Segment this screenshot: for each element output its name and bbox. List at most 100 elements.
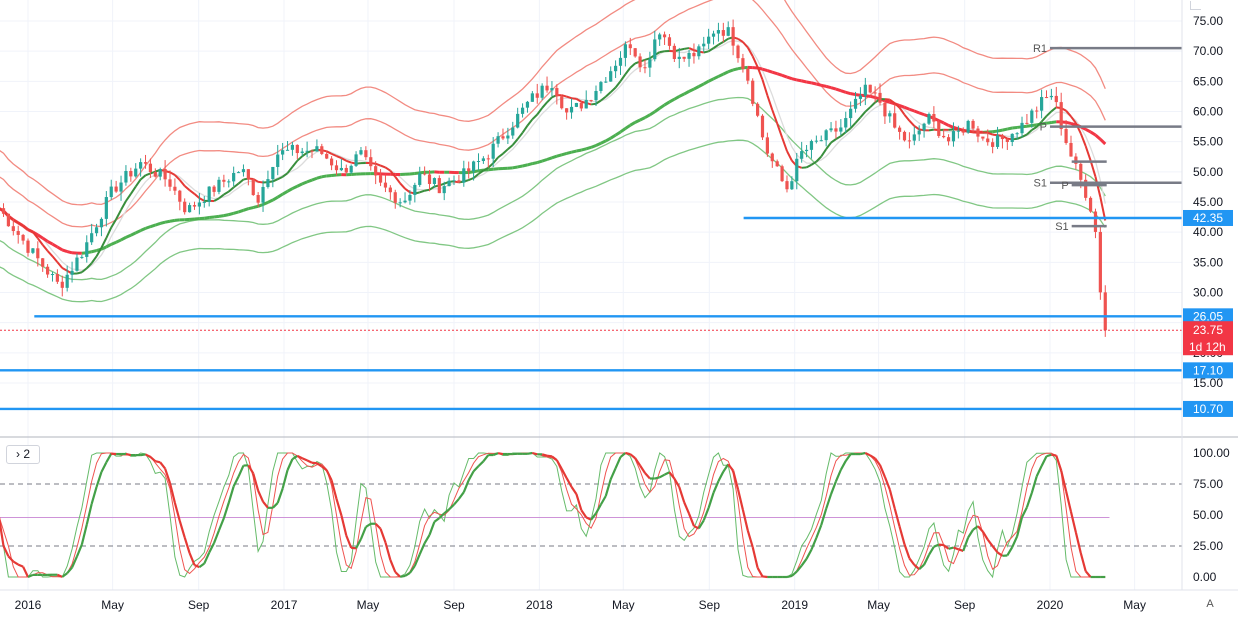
long-ma-segment: [253, 206, 258, 207]
candle-body: [506, 136, 509, 139]
candle-body: [624, 44, 627, 58]
oscillator-signal-segment: [949, 548, 954, 549]
short-ma-segment: [1047, 111, 1052, 116]
short-ma-segment: [13, 220, 18, 223]
candle-body: [345, 168, 348, 173]
short-ma-segment: [52, 256, 57, 262]
candle-body: [7, 214, 10, 226]
price-tick-label: 30.00: [1193, 286, 1223, 300]
candle-body: [56, 274, 59, 282]
long-ma-segment: [1051, 122, 1056, 123]
candle-body: [413, 185, 416, 195]
long-ma-segment: [43, 238, 48, 241]
long-ma-segment: [562, 153, 567, 154]
oscillator-signal-segment: [807, 550, 812, 559]
candle-body: [296, 145, 299, 153]
long-ma-segment: [909, 109, 914, 111]
candle-body: [648, 59, 651, 67]
candle-body: [110, 187, 113, 197]
long-ma-segment: [224, 215, 229, 216]
candle-body: [859, 96, 862, 99]
candle-body: [878, 93, 881, 103]
long-ma-segment: [674, 96, 679, 99]
oscillator-signal-segment: [444, 509, 449, 513]
candle-body: [849, 109, 852, 118]
long-ma-segment: [537, 161, 542, 163]
candle-body: [389, 188, 392, 193]
oscillator-signal-segment: [263, 502, 268, 508]
short-ma-segment: [199, 198, 204, 201]
candle-body: [232, 173, 235, 181]
pane-toggle-button[interactable]: › 2: [6, 445, 40, 464]
candle-body: [565, 108, 568, 112]
long-ma-segment: [645, 115, 650, 118]
long-ma-segment: [625, 125, 630, 128]
oscillator-signal-segment: [606, 479, 611, 496]
candle-body: [580, 103, 583, 108]
long-ma-segment: [307, 180, 312, 182]
long-ma-segment: [620, 128, 625, 131]
candle-body: [541, 86, 544, 98]
oscillator-signal-segment: [665, 472, 670, 474]
candle-body: [967, 121, 970, 133]
oscillator-signal-segment: [870, 455, 875, 458]
oscillator-signal-segment: [425, 535, 430, 543]
candle-body: [727, 27, 730, 36]
candle-body: [193, 205, 196, 206]
candle-body: [144, 162, 147, 164]
candle-body: [692, 53, 695, 56]
candle-body: [785, 181, 788, 189]
long-ma-segment: [816, 84, 821, 85]
short-ma-segment: [841, 132, 846, 136]
candle-body: [834, 128, 837, 131]
pivot-label: R1: [1033, 43, 1047, 55]
settings-corner-button[interactable]: [1190, 1, 1201, 10]
oscillator-signal-segment: [660, 475, 665, 478]
short-ma-segment: [679, 49, 684, 50]
candle-body: [1055, 96, 1058, 102]
candle-body: [844, 118, 847, 127]
oscillator-signal-segment: [762, 576, 767, 577]
oscillator-signal-segment: [28, 575, 33, 577]
candle-body: [320, 146, 323, 154]
candle-body: [119, 183, 122, 192]
candle-body: [281, 150, 284, 154]
candle-body: [702, 44, 705, 47]
oscillator-signal-segment: [18, 565, 23, 567]
oscillator-signal-segment: [278, 489, 283, 503]
long-ma-segment: [1086, 129, 1091, 132]
candle-body: [986, 139, 989, 143]
long-ma-segment: [993, 131, 998, 132]
long-ma-segment: [57, 247, 62, 250]
candle-body: [800, 151, 803, 159]
long-ma-segment: [694, 86, 699, 89]
long-ma-segment: [302, 182, 307, 184]
oscillator-signal-segment: [146, 454, 151, 457]
long-ma-segment: [1007, 128, 1012, 129]
short-ma-segment: [591, 104, 596, 105]
long-ma-segment: [322, 176, 327, 177]
candle-body: [1064, 129, 1067, 143]
candle-body: [457, 180, 460, 182]
candle-body: [403, 201, 406, 203]
candle-body: [183, 202, 186, 212]
oscillator-signal-segment: [743, 510, 748, 531]
candle-body: [31, 248, 34, 253]
oscillator-signal-segment: [611, 468, 616, 479]
candle-body: [438, 178, 441, 193]
candle-body: [854, 99, 857, 109]
short-ma-segment: [185, 186, 190, 190]
oscillator-signal-segment: [811, 538, 816, 550]
candle-body: [957, 131, 960, 132]
oscillator-signal-segment: [645, 473, 650, 479]
candle-body: [629, 44, 632, 48]
price-tick-label: 75.00: [1193, 14, 1223, 28]
oscillator-tick-label: 100.00: [1193, 446, 1230, 460]
short-ma-segment: [346, 161, 351, 163]
candle-body: [1020, 123, 1023, 133]
long-ma-segment: [572, 151, 577, 152]
candle-body: [643, 67, 646, 68]
